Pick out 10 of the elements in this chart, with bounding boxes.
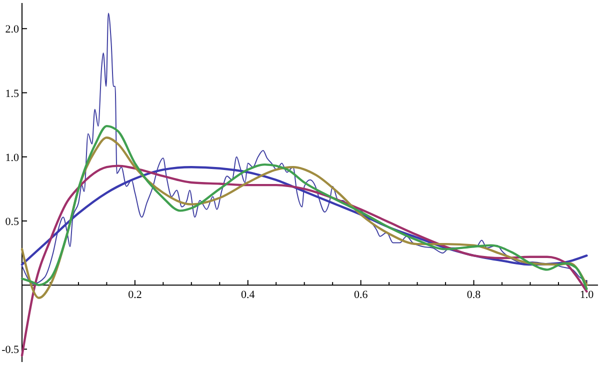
y-tick-label: 0.5 — [5, 216, 20, 228]
x-tick-label: 0.8 — [466, 289, 482, 302]
y-tick-label: 2.0 — [5, 24, 20, 36]
y-tick-label: 1.0 — [5, 152, 20, 164]
x-tick-label: 0.6 — [354, 289, 368, 302]
x-tick-label: 0.4 — [241, 289, 256, 302]
y-tick-label: -0.5 — [2, 344, 20, 356]
x-tick-label: 0.2 — [128, 289, 142, 302]
x-tick-label: 1.0 — [580, 289, 594, 302]
y-tick-label: 1.5 — [5, 88, 20, 100]
